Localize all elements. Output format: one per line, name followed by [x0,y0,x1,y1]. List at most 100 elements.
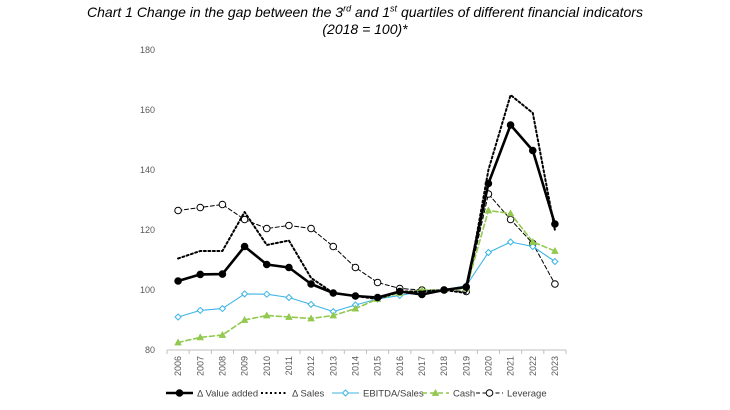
legend-label: Δ Value added [197,388,258,399]
data-point [218,330,227,338]
data-point [506,121,515,129]
x-tick-label: 2010 [262,356,272,376]
legend-label: Leverage [507,388,547,399]
x-tick-label: 2012 [306,356,316,376]
data-point [329,242,338,251]
data-point [462,283,471,291]
chart-title-line2: (2018 = 100)* [322,21,408,37]
data-point [240,315,249,323]
legend-label: Cash [453,388,475,399]
title-superscript-st: st [390,3,398,14]
title-text-part3: quartiles of different financial indicat… [397,4,643,20]
data-point [307,300,315,309]
y-tick-label: 100 [140,285,155,295]
x-tick-label: 2023 [550,356,560,376]
title-superscript-rd: rd [343,3,352,14]
data-point [196,333,205,341]
series-0 [174,121,559,302]
series-line [177,241,556,318]
data-point [240,242,249,251]
data-point [285,293,293,302]
data-point [285,263,293,272]
data-point [262,224,271,233]
y-tick-label: 140 [140,165,155,175]
data-point [484,206,493,214]
data-point [528,146,537,155]
data-point [528,237,537,245]
data-point [506,238,515,246]
x-tick-label: 2018 [439,356,449,376]
y-tick-label: 120 [140,225,155,235]
x-tick-label: 2006 [173,356,183,376]
data-point [196,306,204,315]
data-point [506,209,515,217]
chart-title-line1: Chart 1 Change in the gap between the 3r… [0,4,730,20]
x-tick-label: 2019 [461,356,471,376]
data-point [551,257,559,266]
series-line [177,94,556,300]
data-point [307,280,315,288]
data-point [262,260,271,269]
title-text-part1: Chart 1 Change in the gap between the 3 [87,4,344,20]
data-point [329,289,338,297]
chart-legend: Δ Value added Δ Sales EBITDA/Sales Cash Leve… [166,388,547,399]
x-tick-label: 2022 [528,356,538,376]
data-point [307,314,315,322]
series-line [177,193,556,292]
series-4 [174,190,559,296]
x-tick-label: 2013 [328,356,338,376]
data-point [551,246,559,254]
legend-label: Δ Sales [292,388,324,399]
data-point [285,221,293,230]
data-point [285,312,293,320]
data-point [329,311,338,319]
legend-item: Cash [422,388,475,399]
legend-marker [431,388,440,396]
x-tick-label: 2020 [483,356,493,376]
data-point [218,304,227,313]
data-point [529,242,537,251]
x-tick-label: 2021 [506,356,516,376]
data-point [218,270,227,278]
x-tick-label: 2016 [395,356,405,376]
data-point [351,263,360,272]
legend-marker [341,389,350,397]
data-point [196,270,205,279]
series-2 [174,238,559,321]
chart-series [174,94,559,346]
data-point [395,287,404,296]
title-text-part2: and 1 [351,4,391,20]
data-point [262,311,271,319]
x-tick-label: 2007 [195,356,205,376]
legend-item: Leverage [476,388,547,399]
data-point [484,179,493,188]
data-point [174,338,182,346]
data-point [373,278,382,287]
data-point [551,280,559,288]
legend-item: Δ Sales [261,388,324,399]
legend-marker [485,389,494,397]
legend-label: EBITDA/Sales [363,388,424,399]
data-point [351,304,360,312]
series-1 [177,94,556,300]
x-tick-label: 2009 [240,356,250,376]
x-tick-label: 2008 [217,356,227,376]
legend-item: Δ Value added [166,388,258,399]
data-point [263,290,271,298]
series-line [177,209,556,344]
x-tick-label: 2011 [284,356,294,375]
data-point [440,286,448,294]
data-point [551,220,559,228]
data-point [506,215,515,224]
data-point [307,224,315,233]
y-tick-label: 160 [140,105,155,115]
x-tick-label: 2017 [417,356,427,376]
data-point [174,206,182,215]
legend-marker [175,389,184,397]
data-point [174,313,182,321]
y-tick-label: 80 [145,345,155,355]
data-point [218,200,227,209]
y-tick-label: 180 [140,45,155,55]
x-tick-label: 2014 [350,356,360,376]
